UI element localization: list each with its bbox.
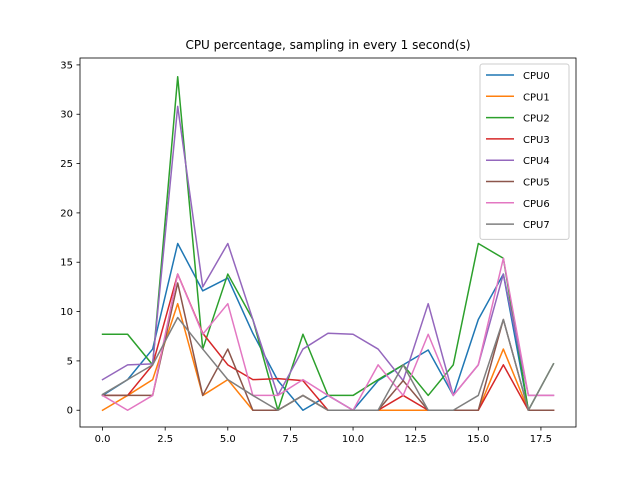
x-tick-label: 17.5 — [530, 434, 552, 445]
legend-label-cpu3: CPU3 — [523, 135, 550, 146]
y-tick-label: 30 — [60, 110, 73, 121]
series-line-cpu6 — [101, 257, 555, 411]
legend-label-cpu4: CPU4 — [523, 156, 550, 167]
y-tick-label: 0 — [67, 406, 73, 417]
legend-label-cpu7: CPU7 — [523, 220, 550, 231]
y-axis: 0 5 10 15 20 25 30 35 — [60, 60, 80, 417]
y-tick-label: 35 — [60, 60, 73, 71]
legend-box — [479, 63, 570, 240]
y-tick-label: 15 — [60, 258, 73, 269]
x-tick-label: 5.0 — [220, 434, 236, 445]
x-tick-label: 15.0 — [467, 434, 489, 445]
y-tick-label: 5 — [67, 356, 73, 367]
x-tick-label: 12.5 — [405, 434, 427, 445]
legend-label-cpu2: CPU2 — [523, 114, 550, 125]
y-tick-label: 25 — [60, 159, 73, 170]
legend-label-cpu0: CPU0 — [523, 71, 550, 82]
series-line-cpu7 — [101, 316, 555, 411]
x-tick-label: 7.5 — [282, 434, 298, 445]
legend-label-cpu6: CPU6 — [523, 199, 550, 210]
x-tick-label: 2.5 — [157, 434, 173, 445]
legend: CPU0 CPU1 CPU2 CPU3 CPU4 CPU5 CPU6 CPU7 — [479, 63, 570, 240]
y-tick-label: 20 — [60, 208, 73, 219]
chart-title: CPU percentage, sampling in every 1 seco… — [185, 38, 470, 52]
x-axis: 0.0 2.5 5.0 7.5 10.0 12.5 15.0 17.5 — [95, 427, 552, 445]
x-tick-label: 0.0 — [95, 434, 111, 445]
series-layer — [101, 76, 555, 412]
x-tick-label: 10.0 — [342, 434, 364, 445]
legend-label-cpu5: CPU5 — [523, 178, 550, 189]
legend-label-cpu1: CPU1 — [523, 92, 550, 103]
y-tick-label: 10 — [60, 307, 73, 318]
